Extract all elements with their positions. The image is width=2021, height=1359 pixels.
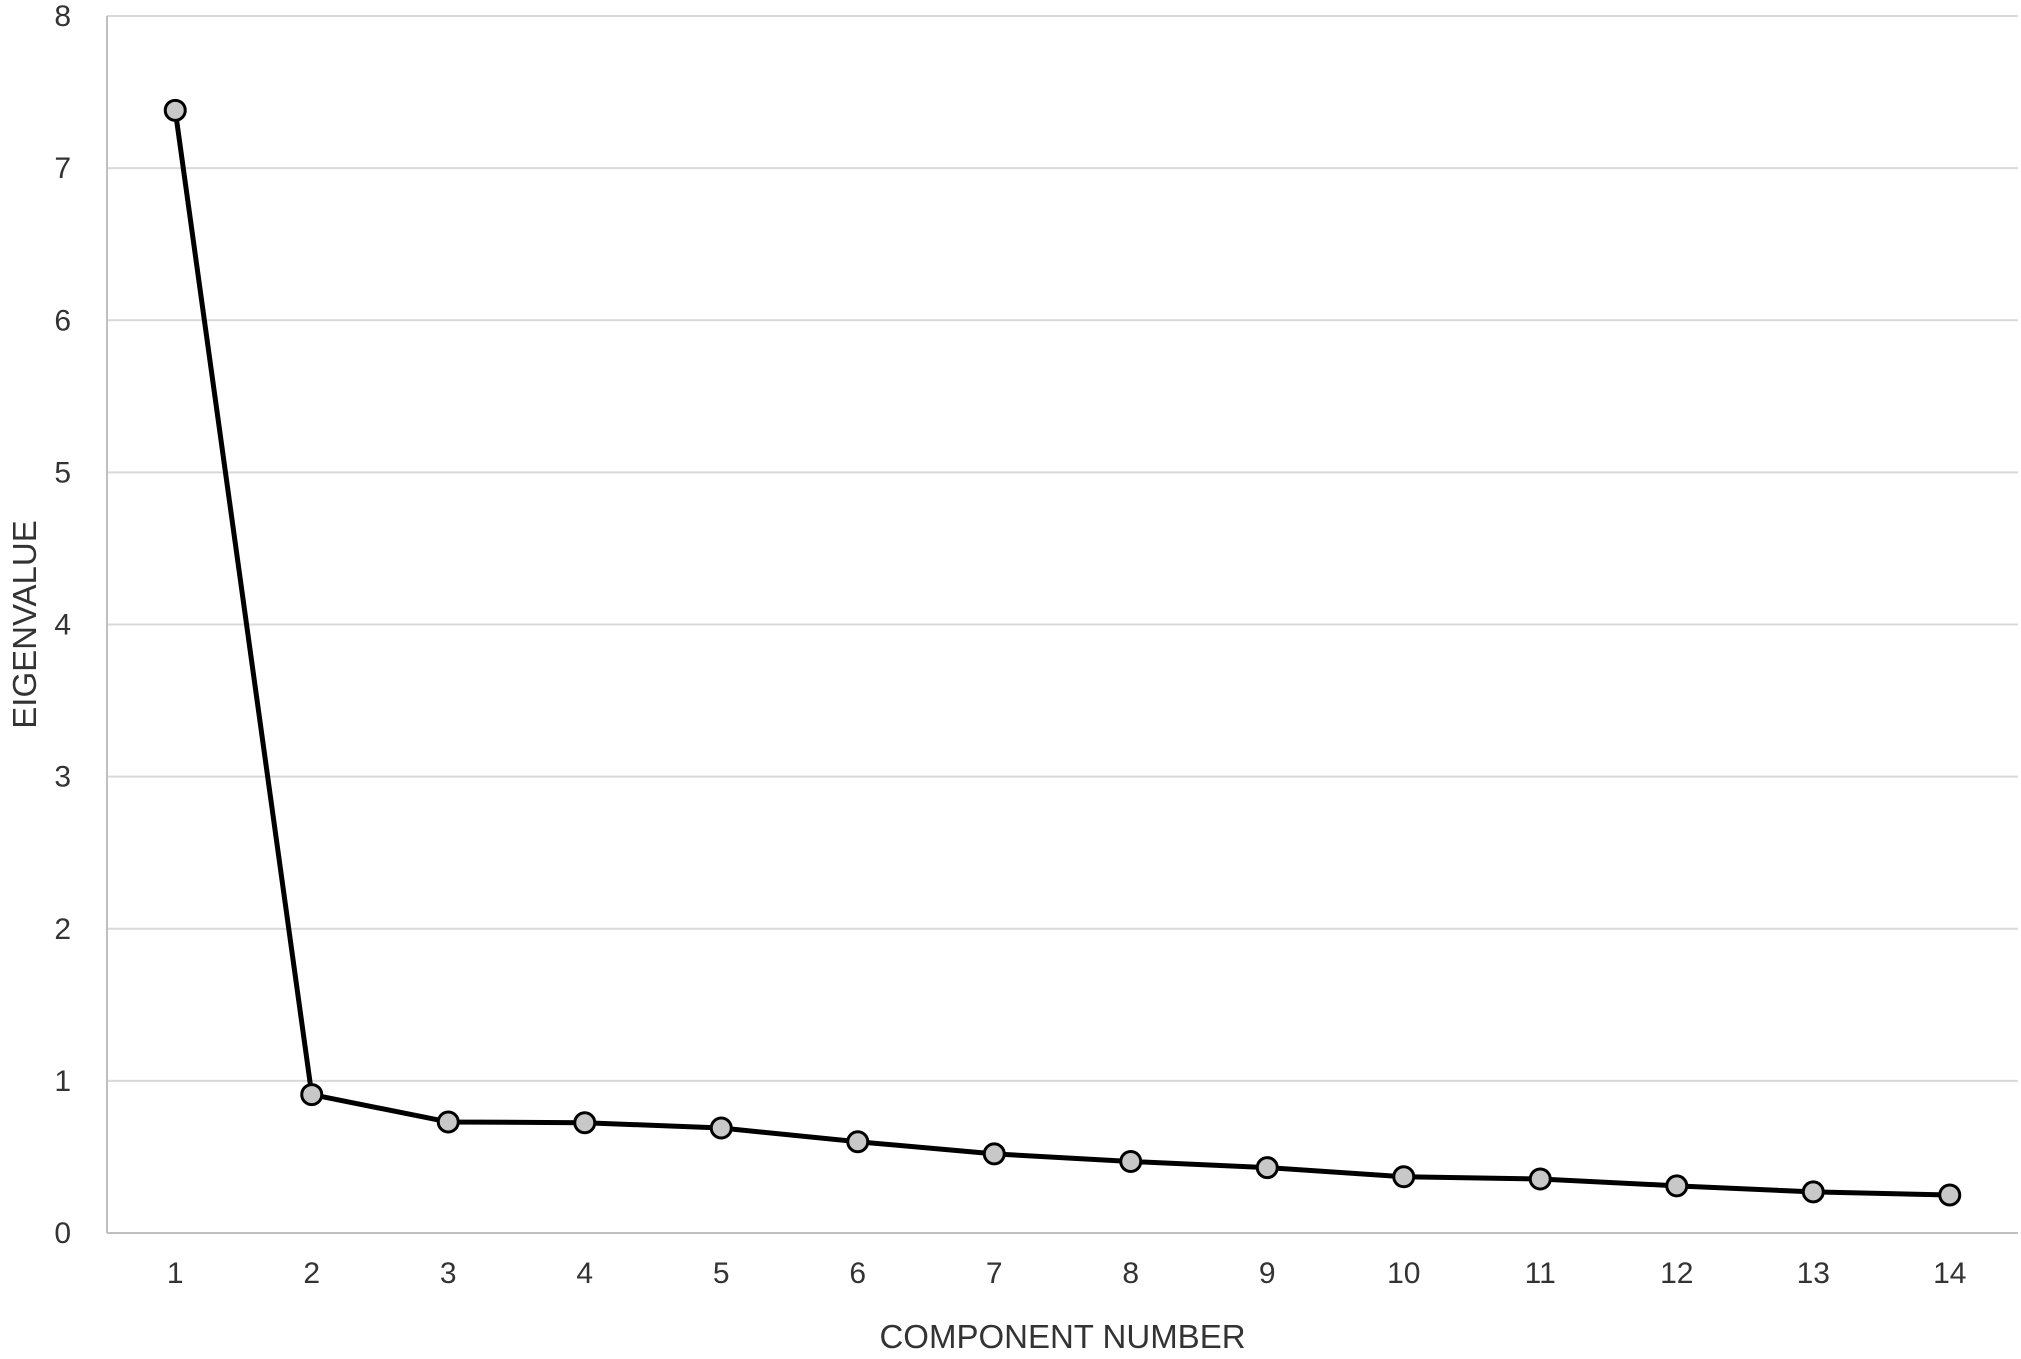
y-tick-label: 6 (54, 304, 71, 337)
x-tick-label: 2 (303, 1257, 320, 1290)
x-tick-label: 9 (1259, 1257, 1276, 1290)
x-tick-label: 8 (1122, 1257, 1139, 1290)
y-axis-title: EIGENVALUE (6, 520, 43, 728)
x-tick-label: 12 (1660, 1257, 1693, 1290)
data-point (982, 1142, 1006, 1166)
x-tick-label: 11 (1525, 1257, 1556, 1290)
x-tick-label: 7 (986, 1257, 1003, 1290)
data-point (1255, 1156, 1279, 1180)
y-tick-label: 5 (54, 456, 71, 489)
x-axis-title: COMPONENT NUMBER (879, 1318, 1245, 1355)
data-point (846, 1130, 870, 1154)
series-line (172, 107, 1953, 1198)
data-point (1801, 1180, 1825, 1204)
data-point (163, 98, 187, 122)
x-tick-label: 4 (576, 1257, 593, 1290)
x-tick-labels: 1 2 3 4 5 6 7 8 9 10 11 12 13 14 (167, 1257, 1967, 1290)
data-point (573, 1111, 597, 1135)
data-point (436, 1110, 460, 1134)
x-tick-label: 1 (167, 1257, 184, 1290)
axes (106, 16, 2018, 1234)
series (163, 98, 1962, 1207)
data-point (1528, 1167, 1552, 1191)
x-tick-label: 5 (713, 1257, 730, 1290)
data-point (1119, 1150, 1143, 1174)
y-tick-label: 4 (54, 609, 71, 642)
y-tick-label: 2 (54, 913, 71, 946)
data-point (709, 1116, 733, 1140)
data-point (300, 1083, 324, 1107)
data-point (1938, 1183, 1962, 1207)
x-tick-label: 14 (1933, 1257, 1966, 1290)
y-tick-label: 0 (54, 1217, 71, 1250)
x-tick-label: 10 (1387, 1257, 1420, 1290)
data-point (1665, 1174, 1689, 1198)
x-tick-label: 13 (1797, 1257, 1830, 1290)
y-tick-labels: 0 1 2 3 4 5 6 7 8 (54, 0, 71, 1250)
data-point (1392, 1165, 1416, 1189)
y-tick-label: 3 (54, 761, 71, 794)
x-tick-label: 3 (440, 1257, 457, 1290)
y-tick-label: 1 (54, 1065, 71, 1098)
gridlines (107, 15, 2018, 1082)
x-tick-label: 6 (849, 1257, 866, 1290)
y-tick-label: 8 (54, 0, 71, 33)
y-tick-label: 7 (54, 152, 71, 185)
